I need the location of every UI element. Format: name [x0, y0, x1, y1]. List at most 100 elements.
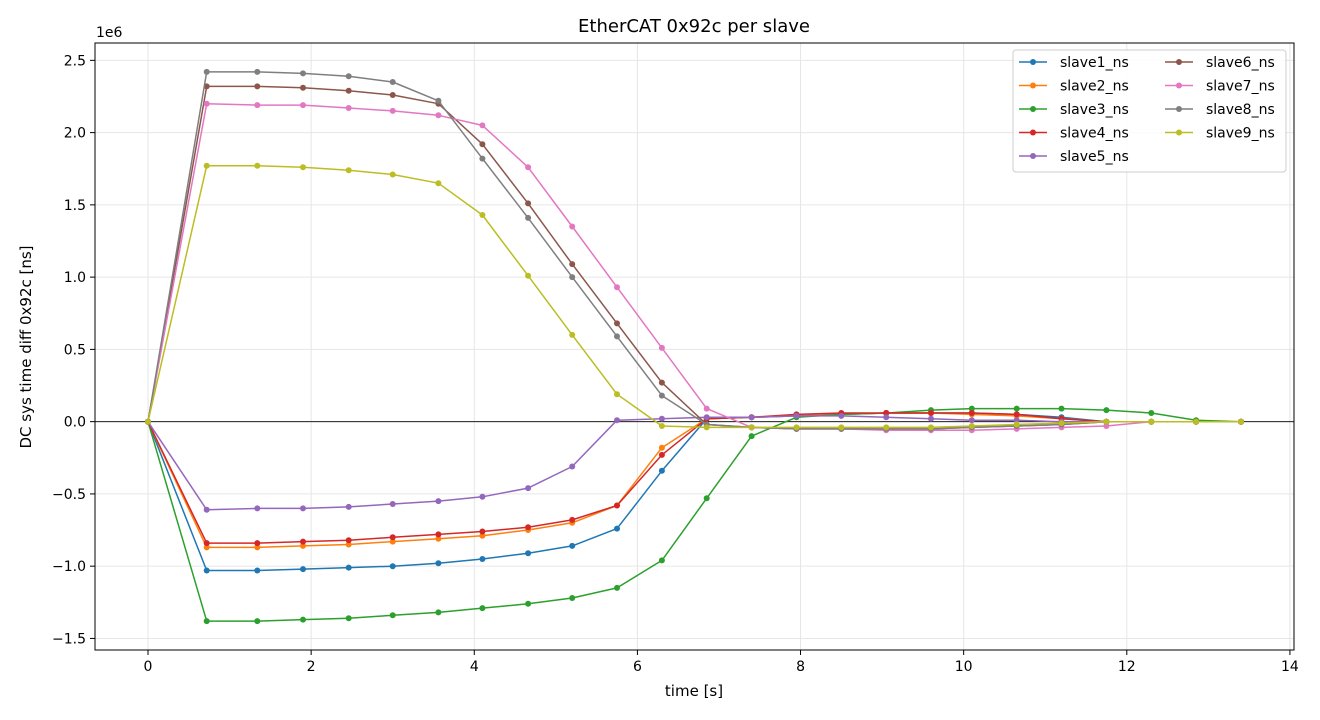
data-point	[389, 171, 396, 178]
data-point	[435, 560, 442, 567]
data-point	[793, 412, 800, 419]
data-point	[435, 531, 442, 538]
legend-item-slave4_ns: slave4_ns	[1019, 126, 1129, 142]
legend-label: slave6_ns	[1206, 55, 1275, 71]
data-point	[145, 418, 151, 425]
y-tick-label: 0.5	[64, 342, 86, 358]
data-point	[254, 505, 261, 512]
y-axis-label: DC sys time diff 0x92c [ns]	[17, 245, 35, 448]
data-point	[479, 212, 486, 218]
legend-item-slave1_ns: slave1_ns	[1019, 55, 1129, 71]
data-point	[389, 534, 396, 541]
legend-label: slave9_ns	[1206, 126, 1275, 142]
data-point	[1103, 407, 1110, 414]
data-point	[345, 537, 352, 544]
data-point	[968, 405, 975, 412]
x-tick-label: 2	[307, 659, 316, 675]
data-point	[748, 424, 755, 431]
data-point	[928, 415, 934, 422]
legend-marker	[1030, 59, 1036, 65]
data-point	[300, 566, 306, 573]
data-point	[569, 331, 576, 338]
legend-item-slave9_ns: slave9_ns	[1165, 126, 1275, 142]
data-point	[614, 284, 620, 291]
data-point	[203, 506, 210, 513]
data-point	[345, 564, 352, 571]
legend-label: slave4_ns	[1060, 126, 1129, 142]
data-point	[658, 415, 665, 422]
legend: slave1_nsslave2_nsslave3_nsslave4_nsslav…	[1012, 49, 1287, 173]
legend-item-slave8_ns: slave8_ns	[1165, 102, 1275, 118]
data-point	[345, 73, 352, 80]
x-tick-label: 8	[796, 659, 805, 675]
legend-item-slave2_ns: slave2_ns	[1019, 79, 1129, 95]
data-point	[435, 535, 442, 542]
data-point	[479, 556, 486, 562]
data-point	[525, 550, 532, 557]
y-tick-label: −0.5	[52, 487, 86, 503]
data-point	[345, 503, 352, 510]
data-point	[569, 595, 576, 601]
data-point	[203, 100, 210, 107]
data-point	[254, 540, 261, 547]
data-point	[435, 498, 442, 505]
legend-item-slave5_ns: slave5_ns	[1019, 149, 1129, 165]
data-point	[479, 155, 486, 162]
data-point	[1148, 410, 1155, 416]
data-point	[203, 567, 210, 574]
data-point	[1058, 420, 1065, 427]
data-point	[793, 424, 800, 431]
data-point	[1103, 423, 1110, 429]
y-tick-label: 2.5	[64, 53, 86, 69]
data-point	[614, 417, 620, 424]
data-point	[300, 102, 306, 109]
data-point	[614, 584, 620, 591]
data-point	[614, 391, 620, 398]
data-point	[389, 563, 396, 570]
x-tick-label: 12	[1118, 659, 1136, 675]
data-point	[569, 274, 576, 281]
data-point	[203, 544, 210, 551]
y-tick-label: −1.0	[52, 559, 86, 575]
x-axis-label: time [s]	[665, 682, 723, 700]
series-slave9_ns	[145, 162, 1244, 431]
legend-label: slave1_ns	[1060, 55, 1129, 71]
data-point	[1238, 418, 1244, 425]
data-point	[254, 68, 261, 75]
y-tick-label: −1.5	[52, 631, 86, 647]
x-tick-label: 6	[633, 659, 642, 675]
grid	[95, 43, 1294, 650]
data-point	[1013, 411, 1020, 418]
data-point	[569, 542, 576, 549]
data-point	[479, 122, 486, 129]
data-point	[968, 417, 975, 424]
data-point	[389, 538, 396, 545]
data-point	[748, 433, 755, 440]
legend-item-slave7_ns: slave7_ns	[1165, 79, 1275, 95]
data-point	[300, 164, 306, 171]
data-point	[345, 87, 352, 94]
data-point	[203, 618, 210, 625]
data-point	[703, 495, 710, 502]
y-scale-label: 1e6	[96, 25, 123, 41]
data-point	[300, 538, 306, 545]
data-point	[525, 524, 532, 531]
y-tick-label: 2.0	[64, 126, 86, 142]
data-point	[838, 412, 845, 419]
data-point	[928, 410, 934, 416]
data-point	[748, 414, 755, 421]
x-tick-label: 4	[470, 659, 479, 675]
data-point	[569, 223, 576, 230]
x-tick-label: 0	[144, 659, 153, 675]
data-point	[703, 414, 710, 421]
legend-marker	[1030, 153, 1036, 159]
data-point	[479, 532, 486, 539]
data-point	[435, 609, 442, 616]
data-point	[883, 414, 890, 421]
legend-label: slave7_ns	[1206, 79, 1275, 95]
legend-box	[1012, 49, 1287, 173]
data-point	[389, 501, 396, 507]
data-point	[703, 405, 710, 412]
legend-label: slave2_ns	[1060, 79, 1129, 95]
